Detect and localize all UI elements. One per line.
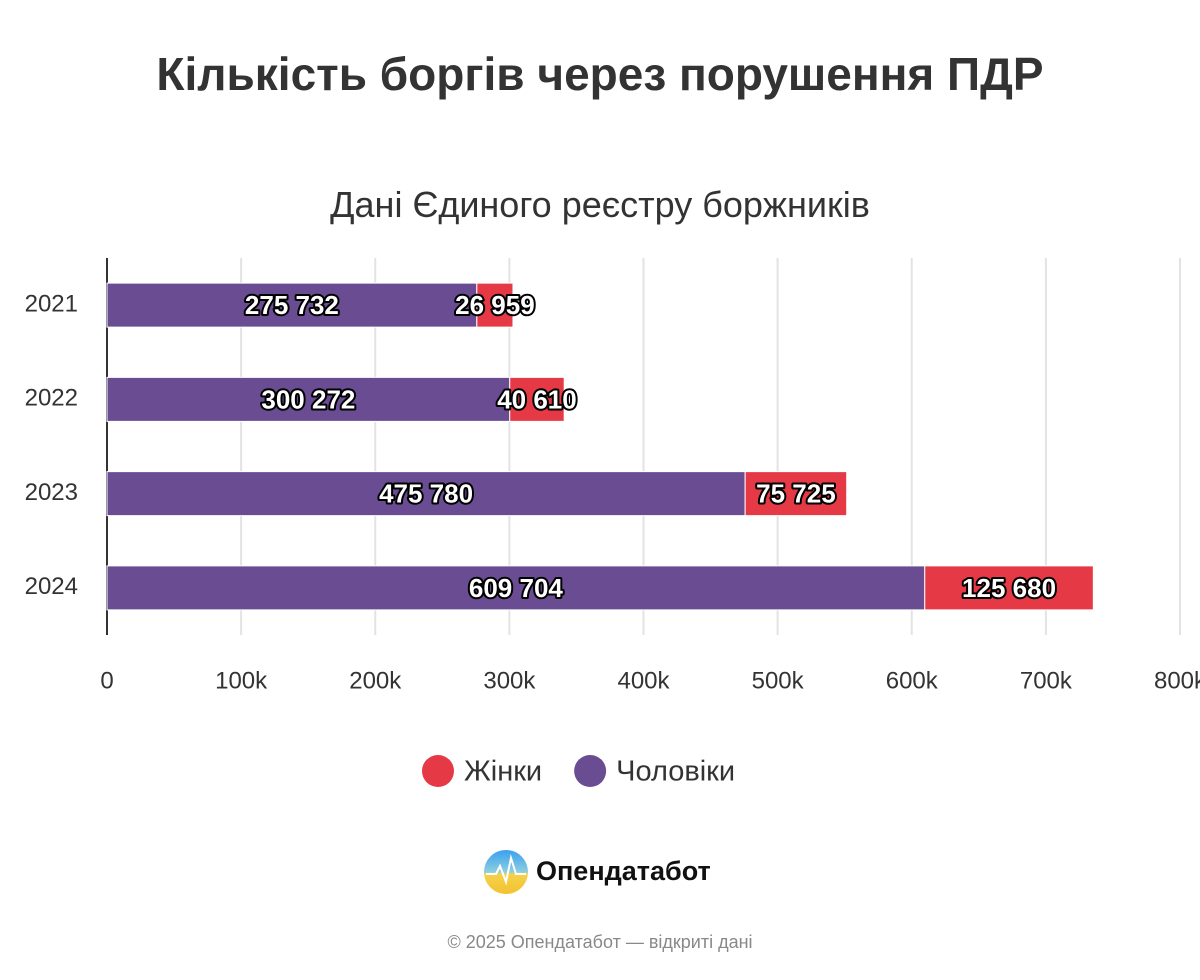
chart-subtitle: Дані Єдиного реєстру боржників xyxy=(330,184,870,225)
x-tick-label: 200k xyxy=(349,667,402,694)
value-label: 75 725 xyxy=(756,479,836,509)
x-tick-label: 300k xyxy=(483,667,536,694)
x-tick-label: 700k xyxy=(1020,667,1073,694)
y-tick-label: 2021 xyxy=(25,290,78,317)
x-tick-label: 0 xyxy=(100,667,113,694)
bar-segment xyxy=(744,471,848,517)
x-tick-label: 400k xyxy=(617,667,670,694)
y-tick-label: 2023 xyxy=(25,479,78,506)
brand: Опендатабот xyxy=(536,856,711,886)
legend-marker xyxy=(422,755,454,787)
bar-segment xyxy=(509,376,565,422)
copyright: © 2025 Опендатабот — відкриті дані xyxy=(447,932,752,952)
bar-segment xyxy=(106,282,478,328)
value-label: 300 272 xyxy=(261,384,355,414)
legend-label: Чоловіки xyxy=(616,756,735,788)
value-label: 275 732 xyxy=(245,290,339,320)
legend-marker xyxy=(574,755,607,787)
x-tick-label: 800k xyxy=(1154,667,1200,694)
x-tick-label: 500k xyxy=(752,667,805,694)
chart-title: Кількість боргів через порушення ПДР xyxy=(156,48,1044,100)
legend-label: Жінки xyxy=(464,756,542,788)
bar-segment xyxy=(476,282,514,328)
value-label: 26 959 xyxy=(455,290,535,320)
y-tick-label: 2024 xyxy=(25,573,78,600)
x-tick-label: 100k xyxy=(215,667,268,694)
bar-segment xyxy=(924,565,1094,611)
logo-icon xyxy=(484,850,528,894)
value-label: 40 610 xyxy=(497,384,577,414)
x-tick-label: 600k xyxy=(886,667,939,694)
bar-segment xyxy=(106,565,926,611)
bar-segment xyxy=(106,376,511,422)
value-label: 609 704 xyxy=(469,573,564,603)
y-tick-label: 2022 xyxy=(25,385,78,412)
value-label: 125 680 xyxy=(962,573,1056,603)
logo-pulse xyxy=(486,854,526,886)
value-label: 475 780 xyxy=(379,479,473,509)
bar-segment xyxy=(106,471,746,517)
